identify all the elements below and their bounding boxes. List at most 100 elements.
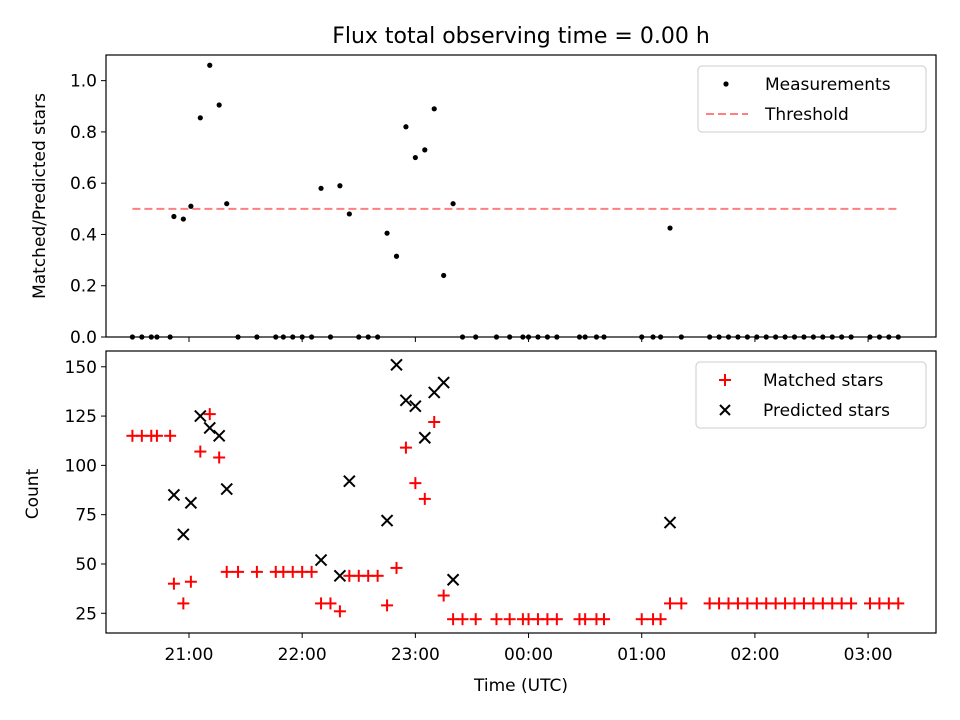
x-tick-label: 22:00 [278,645,327,665]
measurement-point [403,124,409,130]
matched-star-point [635,613,648,626]
predicted-x-b [167,488,181,502]
predicted-star-point [167,488,181,502]
measurement-point [450,201,456,207]
x-axis-label: Time (UTC) [473,676,568,696]
matched-star-point [675,597,688,610]
matched-star-point [203,408,216,421]
measurement-point [216,102,222,108]
predicted-star-point [220,482,233,496]
x-tick-label: 21:00 [165,645,214,665]
predicted-star-point [399,394,413,407]
bottom-axes-frame [105,350,937,634]
legend-measurements-label: Measurements [765,75,891,95]
measurement-point [224,201,230,207]
top-y-axis-label: Matched/Predicted stars [30,93,50,299]
matched-star-point [390,561,403,574]
matched-star-point [150,429,163,442]
measurement-point [346,211,352,217]
x-tick-label: 01:00 [617,645,666,665]
measurement-point [422,147,428,153]
predicted-star-point [333,569,347,583]
predicted-star-point [428,386,441,399]
predicted-star-point [390,358,403,372]
predicted-star-point [409,400,422,413]
predicted-star-point [184,496,198,510]
legend-matched-label: Matched stars [763,371,883,391]
matched-star-point [428,415,441,428]
legend-threshold-label: Threshold [764,105,849,125]
x-tick-label: 03:00 [844,645,893,665]
top-legend: Measurements Threshold [697,65,927,133]
bottom-legend: Matched stars Predicted stars [695,361,927,429]
matched-star-point [305,565,318,578]
predicted-star-point [380,514,394,527]
legend-predicted-marker [719,404,731,416]
matched-star-point [598,613,610,626]
y-tick-label: 0.2 [70,277,97,297]
matched-star-point [232,565,245,578]
matched-star-point [456,613,469,626]
bottom-plot: Count Time (UTC) 25 50 75 100 125 150 21:00 22:… [23,350,937,696]
predicted-x-b [446,573,460,586]
matched-star-point [503,613,516,626]
matched-star-point [381,599,394,612]
predicted-star-point [194,409,207,423]
y-tick-label: 50 [75,555,97,575]
x-tick-label: 23:00 [391,645,440,665]
predicted-x-b [428,386,441,399]
top-y-ticks: 0.0 0.2 0.4 0.6 0.8 1.0 [70,72,869,348]
matched-star-point [177,597,190,610]
y-tick-label: 25 [75,604,97,624]
matched-star-point [213,451,226,464]
predicted-x-b [314,553,328,567]
matched-star-point [664,597,677,610]
predicted-star-point [314,553,328,567]
legend-measurements-marker [723,81,729,87]
matched-star-point [399,441,412,454]
top-legend-box [697,65,927,133]
measurement-point [197,115,203,121]
matched-star-point [409,477,422,490]
measurement-point [171,213,177,220]
bottom-ticks: 25 50 75 100 125 150 21:00 22:00 23:00 00:00 01:00… [65,358,893,665]
matched-star-point [194,445,207,458]
predicted-star-point [663,516,677,529]
measurement-point [441,272,447,279]
matched-star-point [845,597,858,610]
predicted-x-b [399,394,413,407]
predicted-star-point [437,376,450,389]
measurement-point [412,154,418,161]
predicted-star-point [212,429,226,443]
y-tick-label: 0.8 [70,123,97,143]
y-tick-label: 0.6 [70,174,97,194]
y-tick-label: 125 [65,407,97,427]
bottom-y-axis-label: Count [23,468,43,519]
matched-star-point [250,565,263,578]
bottom-legend-box [695,361,927,429]
predicted-x-b [333,569,347,583]
matched-star-point [437,589,450,602]
predicted-x-b [343,474,356,488]
predicted-star-point [203,421,216,435]
matched-star-point [550,613,563,626]
predicted-x-b [177,528,190,541]
matched-star-point [371,569,384,582]
measurement-point [667,225,673,231]
predicted-x-b [212,429,226,443]
matched-star-point [490,613,503,626]
matched-star-point [164,429,177,442]
legend-matched-marker [719,374,731,386]
measurement-point [180,216,186,222]
measurement-point [384,230,390,236]
predicted-x-b [380,514,394,527]
y-tick-label: 0.4 [70,225,97,245]
matched-star-point [167,577,180,590]
matched-star-point [324,597,337,610]
matched-star-point [892,597,905,610]
measurement-point [337,183,343,189]
predicted-x-b [194,409,207,423]
legend-predicted-label: Predicted stars [763,401,890,421]
measurement-point [318,185,324,191]
